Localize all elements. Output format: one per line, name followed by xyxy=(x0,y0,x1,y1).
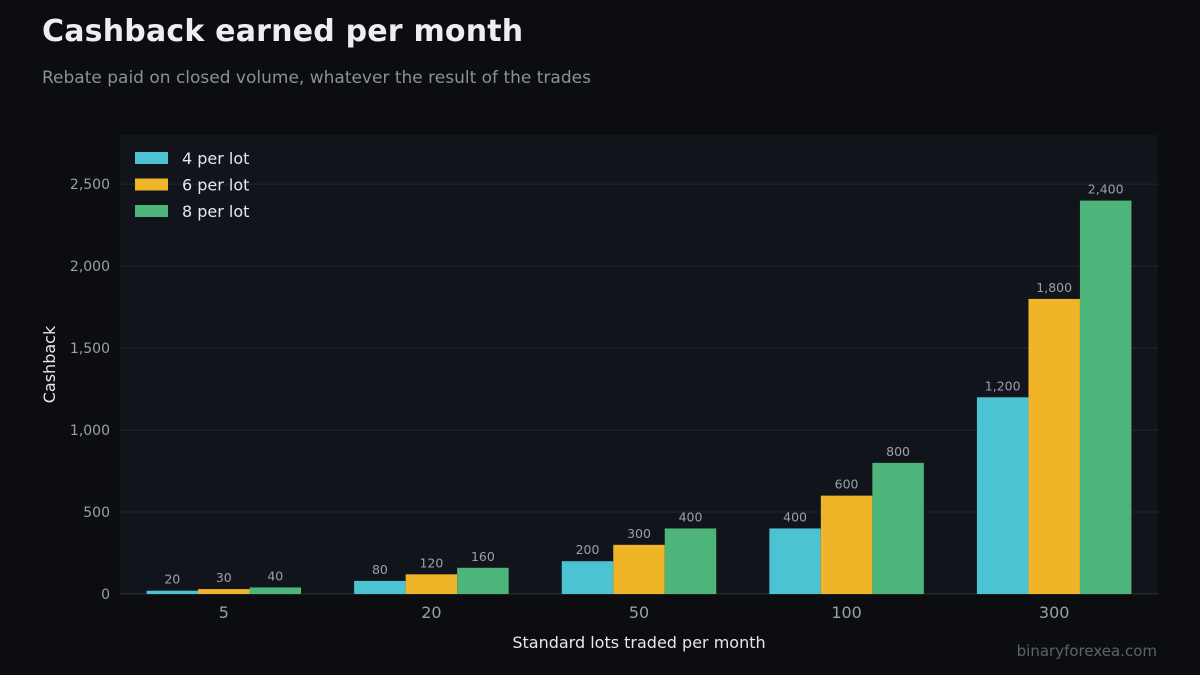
chart-subtitle: Rebate paid on closed volume, whatever t… xyxy=(42,68,591,88)
bar xyxy=(769,528,821,594)
bar xyxy=(249,587,302,594)
y-tick-label: 2,000 xyxy=(70,259,110,275)
bar-value-label: 300 xyxy=(627,526,651,541)
legend-label: 8 per lot xyxy=(182,202,249,221)
x-tick-label: 300 xyxy=(1039,603,1070,622)
y-tick-label: 1,500 xyxy=(70,341,110,357)
bar-value-label: 800 xyxy=(886,444,910,459)
y-tick-label: 1,000 xyxy=(70,423,110,439)
bar-value-label: 2,400 xyxy=(1088,182,1124,197)
y-tick-label: 500 xyxy=(83,505,110,521)
bar-value-label: 80 xyxy=(372,562,388,577)
bar-value-label: 40 xyxy=(267,568,283,583)
y-tick-label: 2,500 xyxy=(70,177,110,193)
bar xyxy=(354,580,406,594)
bar-value-label: 200 xyxy=(576,542,600,557)
bar xyxy=(872,462,924,594)
bar xyxy=(976,397,1029,594)
bar-value-label: 30 xyxy=(216,570,232,585)
bar-value-label: 1,200 xyxy=(985,378,1021,393)
bar xyxy=(613,544,665,594)
bar-value-label: 160 xyxy=(471,549,495,564)
bar xyxy=(664,528,717,594)
bar xyxy=(198,589,250,594)
legend-swatch xyxy=(135,152,168,164)
bar xyxy=(1079,200,1132,595)
x-axis-title: Standard lots traded per month xyxy=(512,633,765,652)
bar-value-label: 20 xyxy=(164,572,180,587)
legend-swatch xyxy=(135,178,168,191)
chart-title: Cashback earned per month xyxy=(42,14,524,49)
bar xyxy=(561,561,614,594)
bar xyxy=(405,574,458,594)
bar xyxy=(1028,298,1080,594)
bar xyxy=(457,567,509,594)
legend-label: 4 per lot xyxy=(182,149,249,168)
bar-value-label: 400 xyxy=(679,509,703,524)
bar-value-label: 120 xyxy=(419,555,443,570)
bar xyxy=(820,495,873,594)
legend-swatch xyxy=(135,205,168,217)
legend-label: 6 per lot xyxy=(182,176,249,195)
x-tick-label: 50 xyxy=(629,603,649,622)
x-tick-label: 100 xyxy=(831,603,862,622)
x-tick-label: 5 xyxy=(219,603,229,622)
x-tick-label: 20 xyxy=(421,603,441,622)
y-axis-title: Cashback xyxy=(40,325,59,403)
bar xyxy=(146,590,199,594)
watermark: binaryforexea.com xyxy=(1016,642,1157,660)
bar-value-label: 400 xyxy=(783,509,807,524)
bar-value-label: 600 xyxy=(835,477,859,492)
y-tick-label: 0 xyxy=(101,587,110,603)
bar-value-label: 1,800 xyxy=(1036,280,1072,295)
